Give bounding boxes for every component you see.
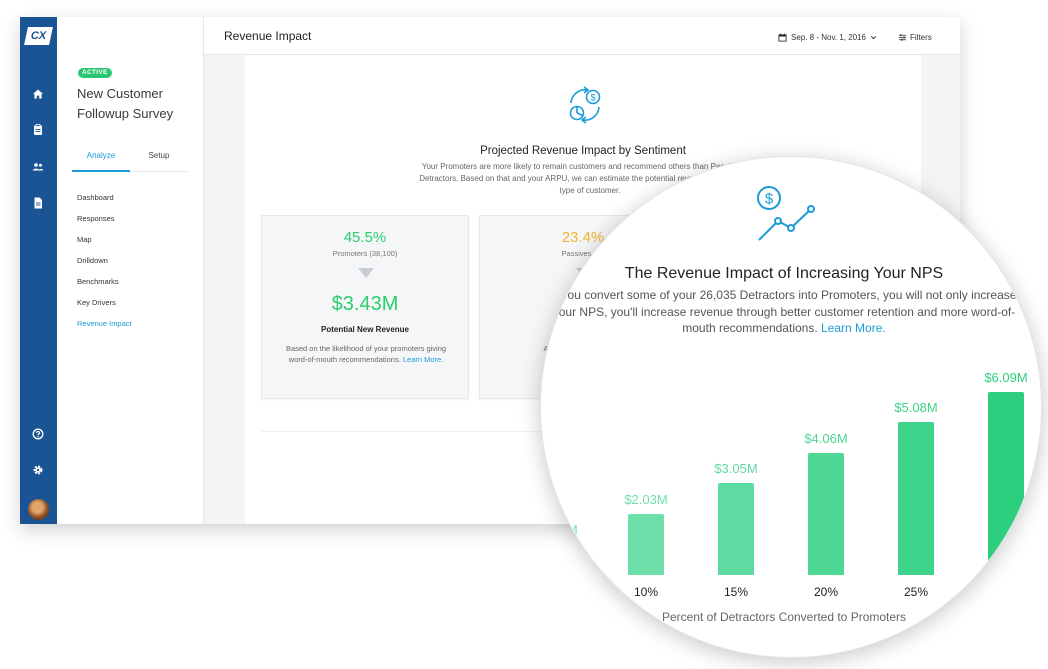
- promoters-card: 45.5% Promoters (38,100) $3.43M Potentia…: [261, 215, 469, 399]
- sidebar-nav: Dashboard Responses Map Drilldown Benchm…: [77, 192, 132, 339]
- page-title: Revenue Impact: [224, 29, 312, 43]
- x-tick-label: 20%: [813, 585, 839, 599]
- bar-value-label: $1.02M: [541, 522, 578, 538]
- magnified-callout: $ The Revenue Impact of Increasing Your …: [540, 156, 1042, 658]
- gear-icon[interactable]: [31, 463, 45, 477]
- icon-rail: CX: [20, 17, 57, 524]
- chevron-down-icon: [870, 35, 877, 39]
- nps-impact-description-text: If you convert some of your 26,035 Detra…: [551, 288, 1017, 335]
- survey-title: New Customer Followup Survey: [77, 86, 174, 121]
- x-tick-label: 15%: [723, 585, 749, 599]
- projected-description: Your Promoters are more likely to remain…: [419, 162, 761, 195]
- document-icon[interactable]: [31, 196, 45, 210]
- chart-bar[interactable]: [541, 544, 574, 575]
- revenue-cycle-icon: $: [565, 85, 605, 125]
- avatar[interactable]: [28, 499, 49, 520]
- svg-text:$: $: [765, 191, 774, 208]
- x-axis-label: Percent of Detractors Converted to Promo…: [661, 610, 907, 624]
- cx-logo[interactable]: CX: [24, 27, 53, 45]
- sidebar-item-key-drivers[interactable]: Key Drivers: [77, 298, 116, 307]
- tab-setup[interactable]: Setup: [148, 151, 170, 160]
- chart-bar[interactable]: [718, 483, 754, 575]
- passives-percent: 23.4%: [561, 229, 605, 246]
- bar-value-label: $4.06M: [804, 431, 848, 446]
- bar-value-label: $2.03M: [624, 492, 668, 507]
- sidebar-item-revenue-impact[interactable]: Revenue Impact: [77, 319, 132, 328]
- projected-title: Projected Revenue Impact by Sentiment: [480, 145, 686, 157]
- sliders-icon: [898, 33, 907, 41]
- status-badge: ACTIVE: [78, 68, 112, 78]
- date-range-button[interactable]: Sep. 8 - Nov. 1, 2016: [778, 31, 877, 43]
- sidebar-item-dashboard[interactable]: Dashboard: [77, 193, 114, 202]
- svg-text:$: $: [590, 93, 595, 103]
- chart-bar[interactable]: [808, 453, 844, 575]
- nps-impact-title: The Revenue Impact of Increasing Your NP…: [624, 265, 944, 282]
- bar-value-label: $3.05M: [714, 461, 758, 477]
- promoters-description: Based on the likelihood of your promoter…: [276, 343, 456, 365]
- promoters-count: Promoters (38,100): [332, 249, 398, 258]
- x-tick-label: 5%: [547, 585, 565, 599]
- sidebar-item-responses[interactable]: Responses: [77, 214, 115, 223]
- x-tick-label: 10%: [633, 585, 659, 599]
- users-icon[interactable]: [31, 160, 45, 174]
- sidebar-item-benchmarks[interactable]: Benchmarks: [77, 277, 119, 286]
- chart-bar[interactable]: [988, 392, 1024, 575]
- home-icon[interactable]: [31, 87, 45, 101]
- clipboard-icon[interactable]: [31, 123, 45, 137]
- passives-count: Passives (19: [561, 249, 605, 258]
- bar-value-label: $5.08M: [894, 400, 938, 416]
- promoters-learn-more-link[interactable]: Learn More.: [402, 355, 444, 364]
- chart-bar[interactable]: [898, 422, 934, 575]
- nps-learn-more-link[interactable]: Learn More.: [821, 321, 886, 335]
- filters-label: Filters: [910, 32, 932, 42]
- filters-button[interactable]: Filters: [898, 31, 932, 43]
- sidebar-tabs: Analyze Setup: [72, 148, 188, 172]
- page-header: Revenue Impact Sep. 8 - Nov. 1, 2016 Fil…: [204, 17, 960, 55]
- revenue-growth-icon: $: [753, 183, 815, 245]
- calendar-icon: [778, 33, 787, 42]
- chart-bar[interactable]: [628, 514, 664, 575]
- promoters-label: Potential New Revenue: [320, 325, 410, 334]
- x-tick-label: 25%: [903, 585, 929, 599]
- x-tick-label: 30%: [993, 585, 1019, 599]
- sidebar-item-map[interactable]: Map: [77, 235, 92, 244]
- promoters-percent: 45.5%: [343, 229, 387, 246]
- tab-analyze[interactable]: Analyze: [72, 151, 130, 172]
- promoters-description-text: Based on the likelihood of your promoter…: [285, 344, 447, 364]
- nps-impact-description: If you convert some of your 26,035 Detra…: [541, 287, 1027, 337]
- help-icon[interactable]: [31, 427, 45, 441]
- date-range-label: Sep. 8 - Nov. 1, 2016: [791, 32, 867, 42]
- bar-value-label: $6.09M: [984, 370, 1028, 385]
- down-arrow-icon: [358, 268, 374, 278]
- sidebar-item-drilldown[interactable]: Drilldown: [77, 256, 108, 265]
- promoters-amount: $3.43M: [331, 293, 399, 315]
- survey-sidebar: ACTIVE New Customer Followup Survey Anal…: [57, 17, 204, 524]
